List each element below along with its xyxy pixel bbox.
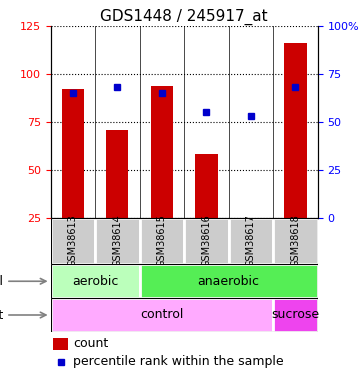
Bar bbox=[273, 298, 318, 332]
Text: protocol: protocol bbox=[0, 275, 4, 288]
Text: control: control bbox=[140, 309, 183, 321]
Text: agent: agent bbox=[0, 309, 4, 321]
Bar bbox=[229, 217, 273, 264]
Text: GSM38618: GSM38618 bbox=[290, 214, 300, 267]
Bar bbox=[62, 89, 84, 218]
Bar bbox=[51, 264, 140, 298]
Text: percentile rank within the sample: percentile rank within the sample bbox=[73, 356, 284, 368]
Bar bbox=[273, 217, 318, 264]
Bar bbox=[140, 264, 318, 298]
Text: GSM38613: GSM38613 bbox=[68, 214, 78, 267]
Text: GSM38615: GSM38615 bbox=[157, 214, 167, 267]
Title: GDS1448 / 245917_at: GDS1448 / 245917_at bbox=[100, 9, 268, 25]
Bar bbox=[95, 217, 140, 264]
Bar bbox=[51, 217, 95, 264]
Bar bbox=[106, 129, 129, 218]
Bar bbox=[51, 298, 273, 332]
Text: aerobic: aerobic bbox=[72, 275, 118, 288]
Bar bbox=[184, 217, 229, 264]
Text: anaerobic: anaerobic bbox=[197, 275, 260, 288]
Bar bbox=[151, 86, 173, 218]
Text: GSM38614: GSM38614 bbox=[112, 214, 122, 267]
Bar bbox=[240, 217, 262, 223]
Bar bbox=[195, 154, 217, 218]
Text: GSM38616: GSM38616 bbox=[201, 214, 212, 267]
Bar bbox=[53, 338, 68, 350]
Bar bbox=[140, 217, 184, 264]
Bar bbox=[284, 44, 306, 218]
Text: sucrose: sucrose bbox=[271, 309, 319, 321]
Text: GSM38617: GSM38617 bbox=[246, 214, 256, 267]
Text: count: count bbox=[73, 338, 109, 350]
